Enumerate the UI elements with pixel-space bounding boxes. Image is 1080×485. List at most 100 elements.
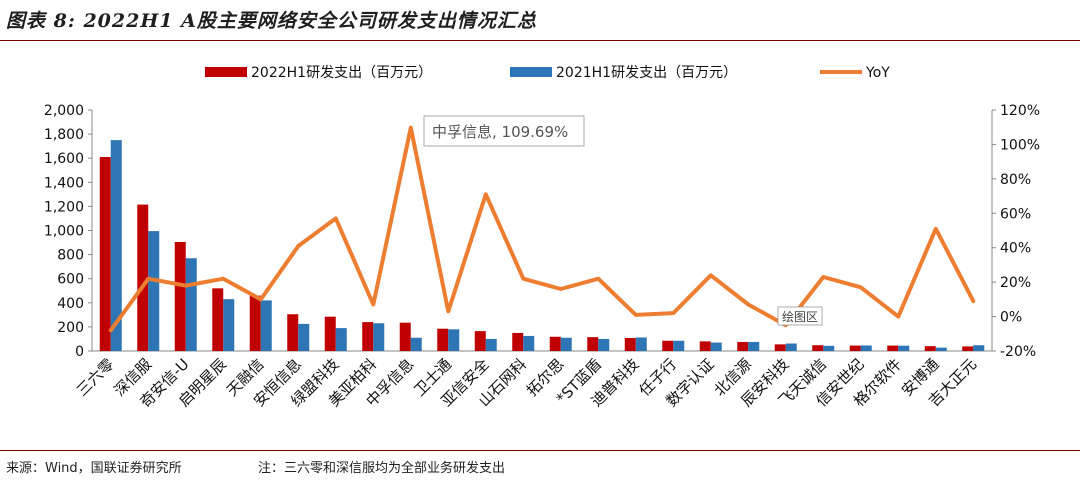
yoy-point xyxy=(446,309,450,313)
bar-2022h1 xyxy=(512,332,524,351)
bar-2022h1 xyxy=(287,314,299,351)
left-tick-label: 1,800 xyxy=(44,127,84,143)
bar-2022h1 xyxy=(849,345,861,351)
yoy-point xyxy=(371,303,375,307)
right-tick-label: 120% xyxy=(1000,103,1040,119)
legend-swatch-2022h1 xyxy=(205,67,247,77)
bar-2022h1 xyxy=(399,322,411,351)
bar-2021h1 xyxy=(598,338,610,351)
bar-2021h1 xyxy=(973,345,985,351)
bar-2022h1 xyxy=(174,241,186,351)
yoy-point xyxy=(484,192,488,196)
legend-label-yoy: YoY xyxy=(865,65,890,81)
bar-2022h1 xyxy=(812,345,824,351)
category-label: 三六零 xyxy=(73,355,118,400)
bar-2021h1 xyxy=(335,328,347,351)
bar-2021h1 xyxy=(898,345,910,351)
bars xyxy=(99,140,985,351)
category-labels: 三六零深信服奇安信-U启明星辰天融信安恒信息绿盟科技美亚柏科中孚信息卫士通亚信安… xyxy=(73,355,980,411)
bar-2022h1 xyxy=(924,346,936,351)
right-tick-label: 40% xyxy=(1000,241,1031,257)
right-tick-label: 80% xyxy=(1000,172,1031,188)
footer-rule xyxy=(0,450,1080,451)
right-tick-label: 20% xyxy=(1000,275,1031,291)
bar-2021h1 xyxy=(223,299,235,351)
left-tick-label: 2,000 xyxy=(44,103,84,119)
left-tick-label: 800 xyxy=(57,248,84,264)
bar-2022h1 xyxy=(437,328,449,351)
bar-2021h1 xyxy=(298,323,310,351)
chart: 2022H1研发支出（百万元） 2021H1研发支出（百万元） YoY 0 200 40… xyxy=(44,65,1040,411)
left-tick-label: 1,200 xyxy=(44,199,84,215)
bar-2021h1 xyxy=(373,323,385,351)
yoy-point xyxy=(109,328,113,332)
legend-swatch-2021h1 xyxy=(510,67,552,77)
bar-2021h1 xyxy=(185,258,197,351)
legend-label-2022h1: 2022H1研发支出（百万元） xyxy=(251,65,432,81)
bar-2022h1 xyxy=(699,341,711,351)
bar-2022h1 xyxy=(137,204,149,351)
yoy-point xyxy=(746,303,750,307)
legend: 2022H1研发支出（百万元） 2021H1研发支出（百万元） YoY xyxy=(205,65,890,81)
bar-2022h1 xyxy=(324,316,336,351)
bar-2022h1 xyxy=(737,341,749,351)
bar-2021h1 xyxy=(410,337,422,351)
note-text: 注：三六零和深信服均为全部业务研发支出 xyxy=(258,461,506,476)
yoy-point xyxy=(596,277,600,281)
bar-2022h1 xyxy=(474,331,486,351)
yoy-point xyxy=(221,277,225,281)
yoy-point xyxy=(859,285,863,289)
bar-2021h1 xyxy=(935,347,947,351)
bar-2021h1 xyxy=(635,337,647,351)
yoy-point xyxy=(971,299,975,303)
axes: 0 200 400 600 800 1,000 1,200 1,400 1,600 1,800 2,… xyxy=(44,103,1040,360)
bar-2022h1 xyxy=(587,337,599,351)
bar-2022h1 xyxy=(249,295,261,351)
right-tick-label: 100% xyxy=(1000,137,1040,153)
yoy-line xyxy=(108,125,976,333)
tooltip: 中孚信息, 109.69% 绘图区 xyxy=(423,115,823,326)
bar-2022h1 xyxy=(774,344,786,351)
tooltip-text: 中孚信息, 109.69% xyxy=(432,123,568,141)
bar-2021h1 xyxy=(860,345,872,351)
bar-2021h1 xyxy=(448,329,460,351)
source-text: 来源：Wind，国联证券研究所 xyxy=(6,461,182,476)
bar-2022h1 xyxy=(99,156,111,351)
plot-area-hint: 绘图区 xyxy=(782,309,818,324)
bar-2021h1 xyxy=(748,341,760,351)
right-tick-label: -20% xyxy=(1000,344,1036,360)
bar-2021h1 xyxy=(260,300,272,351)
left-tick-label: 1,400 xyxy=(44,175,84,191)
bar-2022h1 xyxy=(362,322,374,351)
yoy-point xyxy=(709,273,713,277)
right-tick-label: 60% xyxy=(1000,206,1031,222)
bar-2022h1 xyxy=(549,336,561,351)
left-tick-label: 600 xyxy=(57,272,84,288)
title-rule xyxy=(0,40,1080,41)
bar-2021h1 xyxy=(785,343,797,351)
yoy-point xyxy=(934,227,938,231)
yoy-point xyxy=(296,244,300,248)
tooltip-box xyxy=(423,115,585,147)
yoy-point xyxy=(184,284,188,288)
yoy-point xyxy=(146,277,150,281)
yoy-series-line xyxy=(108,125,976,333)
bar-2022h1 xyxy=(212,288,224,351)
bar-2021h1 xyxy=(110,140,122,351)
yoy-point xyxy=(671,311,675,315)
left-tick-label: 1,600 xyxy=(44,151,84,167)
yoy-point xyxy=(559,287,563,291)
yoy-point xyxy=(334,216,338,220)
right-tick-label: 0% xyxy=(1000,310,1022,326)
bar-2022h1 xyxy=(624,337,636,351)
plot-area-hint-box xyxy=(777,306,823,326)
bar-2021h1 xyxy=(673,340,685,351)
bar-2021h1 xyxy=(823,345,835,351)
yoy-point xyxy=(521,277,525,281)
bar-2021h1 xyxy=(485,338,497,351)
yoy-point xyxy=(896,315,900,319)
bar-2022h1 xyxy=(887,345,899,351)
bar-2021h1 xyxy=(523,335,535,351)
yoy-point xyxy=(821,275,825,279)
figure-title: 图表 8: 2022H1 A股主要网络安全公司研发支出情况汇总 xyxy=(6,10,537,32)
